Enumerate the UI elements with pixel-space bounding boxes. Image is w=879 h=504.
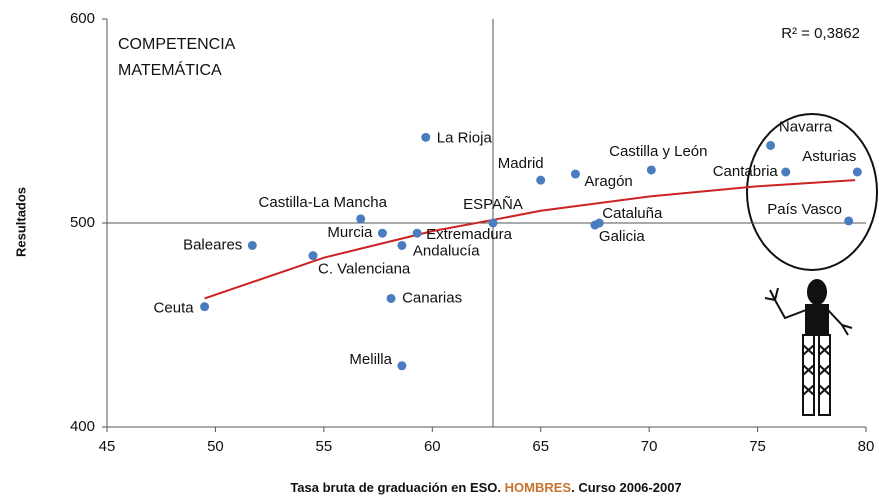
x-axis-label-part: . Curso 2006-2007 [571,480,682,495]
chart: COMPETENCIA MATEMÁTICA R² = 0,3862 Resul… [0,0,879,504]
point [489,219,498,228]
y-tick-label: 400 [70,418,95,435]
point-label: Andalucía [413,242,480,259]
x-tick-label: 75 [749,438,766,455]
point-label: Asturias [802,148,856,165]
point [248,241,257,250]
x-axis-label-part: Tasa bruta de graduación en ESO. [290,480,504,495]
y-axis-label: Resultados [13,187,28,257]
point-label: C. Valenciana [318,261,411,278]
point [378,229,387,238]
point [397,241,406,250]
chart-title: COMPETENCIA [118,36,236,53]
y-tick-label: 600 [70,10,95,27]
point [309,251,318,260]
point [647,165,656,174]
point-label: Baleares [183,236,242,253]
point-label: La Rioja [437,129,493,146]
point-label: Melilla [349,351,392,368]
point [536,176,545,185]
point-label: Galicia [599,228,646,245]
point [356,214,365,223]
annotation: R² = 0,3862 [781,25,860,42]
point [421,133,430,142]
point-label: Madrid [498,155,544,172]
x-tick-label: 45 [99,438,116,455]
chart-title: MATEMÁTICA [118,60,222,79]
stick-figure [765,280,852,415]
point-label: Castilla-La Mancha [259,194,388,211]
x-tick-label: 55 [316,438,333,455]
point-label: Aragón [584,173,632,190]
y-tick-label: 500 [70,214,95,231]
point-label: Castilla y León [609,143,707,160]
x-axis-label: Tasa bruta de graduación en ESO. HOMBRES… [290,480,681,495]
point-label: Ceuta [154,300,195,317]
x-tick-label: 50 [207,438,224,455]
highlight-ellipse [747,114,877,270]
point [766,141,775,150]
point-label: Murcia [327,224,373,241]
point [781,168,790,177]
point [413,229,422,238]
point-label: Canarias [402,289,462,306]
point [397,361,406,370]
point [200,302,209,311]
x-tick-label: 70 [641,438,658,455]
point-label: ESPAÑA [463,196,523,213]
x-tick-label: 65 [532,438,549,455]
point [853,168,862,177]
point-label: País Vasco [767,201,842,218]
point [844,216,853,225]
x-axis-label-part: HOMBRES [505,480,572,495]
point-label: Cataluña [602,205,663,222]
point-label: Navarra [779,118,833,135]
point [387,294,396,303]
x-tick-label: 60 [424,438,441,455]
x-tick-label: 80 [858,438,875,455]
point-label: Extremadura [426,226,513,243]
point-label: Cantabria [713,163,779,180]
point [571,170,580,179]
